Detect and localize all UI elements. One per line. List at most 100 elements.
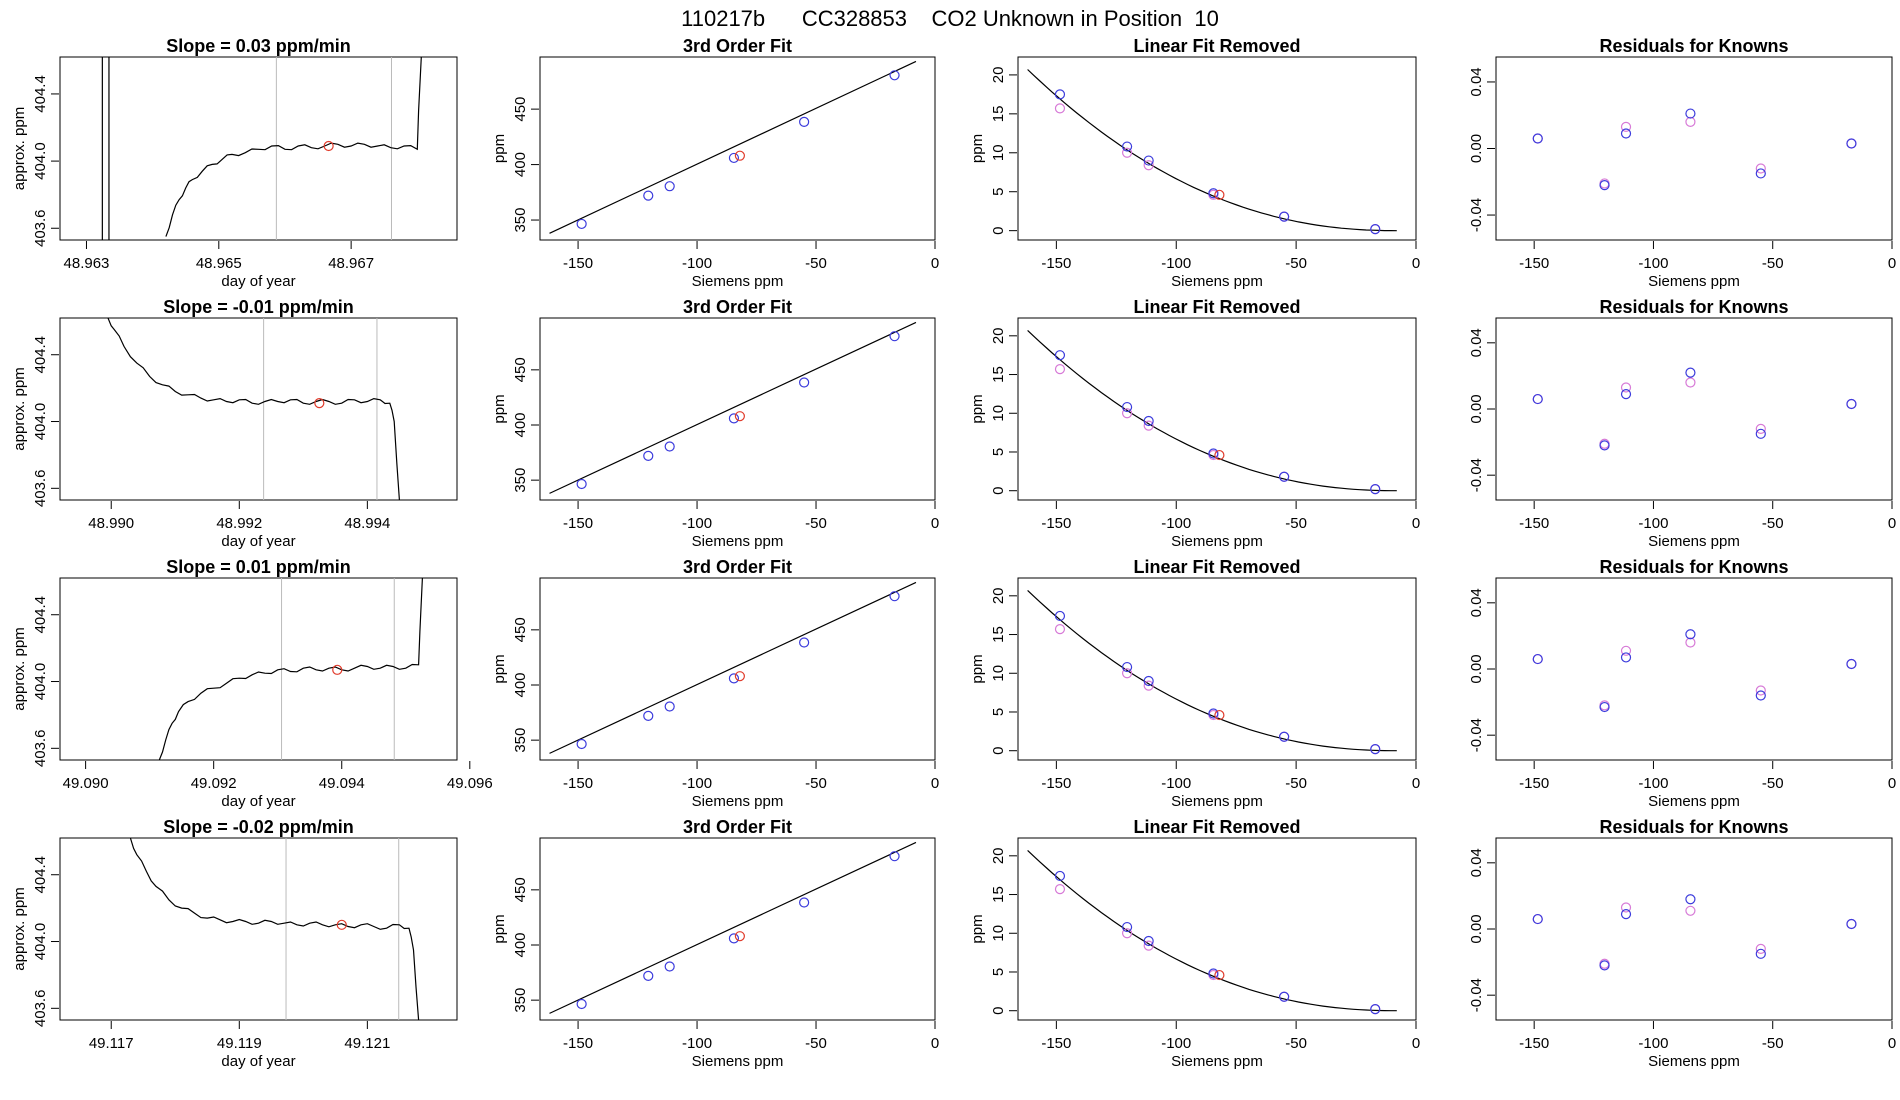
x-tick-label: -50 <box>1285 515 1307 532</box>
fitted-known-point <box>1143 420 1154 431</box>
fitted-known-point <box>1121 147 1133 158</box>
known-standard-point <box>576 998 587 1010</box>
known-standard-point <box>1599 701 1610 713</box>
y-tick-label: 350 <box>512 728 529 753</box>
plot-frame <box>59 577 458 761</box>
plot-frame <box>539 837 936 1021</box>
panel-r3-c3: Residuals for Knowns -150 -100 -50 0 -0.04 0.0… <box>1468 817 1896 1070</box>
known-standard-point <box>643 970 654 981</box>
x-tick-label: 48.990 <box>88 515 134 532</box>
panel-r2-c2: Linear Fit Removed -150 -100 -50 0 0 5 10 15 20 Si… <box>969 557 1420 810</box>
y-tick-label: 10 <box>990 925 1007 942</box>
y-tick-label: 404.0 <box>32 142 49 180</box>
panel-title: 3rd Order Fit <box>683 817 792 837</box>
x-axis-label: Siemens ppm <box>1171 793 1263 810</box>
known-standard-point <box>1208 968 1219 979</box>
x-tick-label: -100 <box>682 515 712 532</box>
x-tick-label: 49.094 <box>319 775 365 792</box>
cubic-fit-curve <box>1027 849 1397 1012</box>
x-axis-label: Siemens ppm <box>1171 1053 1263 1070</box>
y-tick-label: 450 <box>512 97 529 122</box>
known-standard-point <box>1121 921 1133 933</box>
plot-frame <box>59 837 458 1021</box>
known-standard-point <box>1054 610 1066 622</box>
panel-title: Linear Fit Removed <box>1133 297 1300 317</box>
x-tick-label: -100 <box>1161 775 1191 792</box>
x-tick-label: 48.994 <box>344 515 390 532</box>
known-standard-point <box>664 961 675 972</box>
known-standard-point <box>1370 223 1381 235</box>
y-tick-label: 10 <box>990 144 1007 161</box>
x-tick-label: -150 <box>1041 775 1071 792</box>
known-standard-point <box>1279 731 1290 742</box>
known-standard-point <box>1370 484 1381 495</box>
y-tick-label: 0 <box>990 1007 1007 1015</box>
mean-marker-point <box>332 664 343 675</box>
y-tick-label: 0 <box>990 747 1007 755</box>
x-tick-label: 49.090 <box>63 775 109 792</box>
x-tick-label: -150 <box>563 255 593 272</box>
fitted-known-point <box>1054 103 1066 114</box>
x-tick-label: -150 <box>563 775 593 792</box>
y-tick-label: -0.04 <box>1468 198 1485 232</box>
x-tick-label: 0 <box>1412 515 1420 532</box>
y-axis-label: approx. ppm <box>11 887 28 970</box>
known-standard-point <box>889 591 900 602</box>
x-tick-label: -150 <box>563 1035 593 1052</box>
known-standard-point <box>1599 440 1610 451</box>
panel-title: Linear Fit Removed <box>1133 557 1300 577</box>
y-axis-label: ppm <box>491 394 508 423</box>
x-tick-label: -50 <box>1285 775 1307 792</box>
panel-r3-c0: Slope = -0.02 ppm/min 49.117 49.119 49.121 4… <box>11 817 458 1070</box>
cubic-fit-curve <box>1027 589 1397 752</box>
panel-title: Residuals for Knowns <box>1599 297 1788 317</box>
x-tick-label: -50 <box>1285 1035 1307 1052</box>
known-standard-point <box>728 152 740 164</box>
x-tick-label: -50 <box>1762 515 1784 532</box>
panel-r0-c3: Residuals for Knowns -150 -100 -50 0 -0.04 0.0… <box>1468 36 1896 290</box>
fitted-known-point <box>1685 905 1696 916</box>
fitted-known-point <box>1755 685 1766 696</box>
y-tick-label: 0.04 <box>1468 328 1485 357</box>
y-tick-label: 15 <box>990 886 1007 903</box>
known-standard-point <box>1054 350 1066 361</box>
x-axis-label: Siemens ppm <box>1648 273 1740 290</box>
known-standard-point <box>576 218 587 230</box>
y-tick-label: 20 <box>990 847 1007 864</box>
known-standard-point <box>1143 155 1154 166</box>
y-tick-label: 350 <box>512 468 529 493</box>
x-axis-label: day of year <box>221 273 295 290</box>
y-tick-label: 10 <box>990 405 1007 422</box>
known-standard-point <box>1208 188 1219 199</box>
unknown-sample-point <box>1214 969 1225 981</box>
known-standard-point <box>1143 935 1154 947</box>
known-standard-point <box>1370 744 1381 755</box>
x-tick-label: 0 <box>931 515 939 532</box>
y-tick-label: 403.6 <box>32 990 49 1028</box>
y-tick-label: 403.6 <box>32 730 49 768</box>
known-standard-point <box>728 413 740 424</box>
fitted-known-point <box>1620 645 1632 656</box>
fitted-known-point <box>1143 160 1154 171</box>
y-tick-label: 403.6 <box>32 209 49 247</box>
x-tick-label: 48.992 <box>216 515 262 532</box>
y-tick-label: 400 <box>512 932 529 957</box>
y-tick-label: 5 <box>990 448 1007 456</box>
unknown-sample-point <box>1214 449 1225 461</box>
x-tick-label: 49.096 <box>447 775 493 792</box>
known-standard-point <box>799 377 810 388</box>
plot-frame <box>539 56 936 241</box>
y-tick-label: 450 <box>512 877 529 902</box>
known-standard-point <box>1599 180 1610 191</box>
x-tick-label: -50 <box>805 255 827 272</box>
concentration-series-line <box>107 318 400 500</box>
known-standard-point <box>1685 629 1696 640</box>
panel-r1-c2: Linear Fit Removed -150 -100 -50 0 0 5 10 15 20 Si… <box>969 297 1420 550</box>
x-tick-label: 0 <box>931 1035 939 1052</box>
x-tick-label: 0 <box>1888 255 1896 272</box>
concentration-series-line <box>158 578 423 760</box>
x-tick-label: 48.963 <box>64 255 110 272</box>
y-axis-label: approx. ppm <box>11 627 28 710</box>
known-standard-point <box>643 450 654 461</box>
